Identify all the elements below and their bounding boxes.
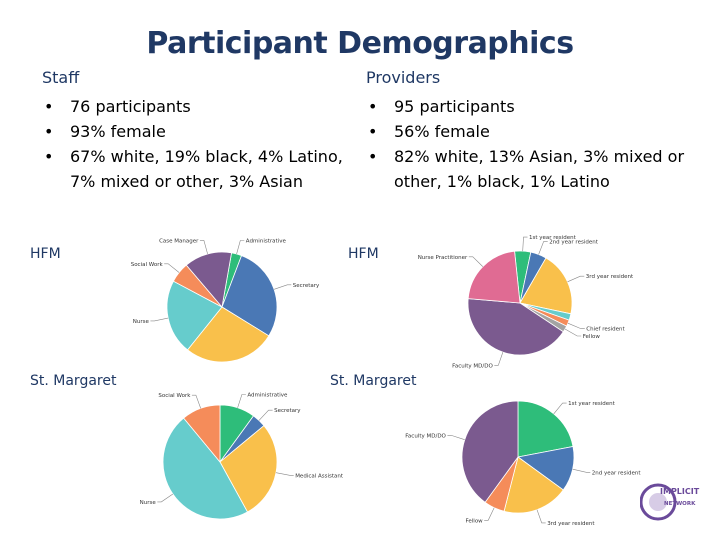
slice-label: Faculty MD/DO bbox=[452, 363, 493, 369]
staff-hfm-label: HFM bbox=[30, 246, 61, 262]
slice-leader-line bbox=[274, 284, 292, 290]
slice-label: 2nd year resident bbox=[592, 470, 642, 476]
pie-slice bbox=[166, 280, 223, 351]
slice-leader-line bbox=[258, 409, 273, 421]
staff-bullet: 76 participants bbox=[42, 94, 362, 119]
slice-label: Secretary bbox=[274, 408, 301, 414]
providers-bullet-list: 95 participants 56% female 82% white, 13… bbox=[366, 94, 696, 194]
providers-heading: Providers bbox=[366, 68, 441, 87]
staff-bullet-list: 76 participants 93% female 67% white, 19… bbox=[42, 94, 362, 194]
slice-label: Case Manager bbox=[159, 238, 199, 244]
slice-label: Administrative bbox=[246, 239, 287, 245]
staff-bullet: 67% white, 19% black, 4% Latino, 7% mixe… bbox=[42, 144, 362, 194]
slice-leader-line bbox=[567, 275, 585, 283]
slice-leader-line bbox=[447, 435, 465, 440]
slice-leader-line bbox=[237, 394, 246, 408]
providers-bullet: 56% female bbox=[366, 119, 696, 144]
slice-leader-line bbox=[275, 472, 294, 476]
slice-leader-line bbox=[191, 394, 201, 409]
pie-slice bbox=[219, 425, 278, 513]
pie-slice bbox=[183, 404, 221, 464]
slice-leader-line bbox=[567, 322, 585, 329]
slice-leader-line bbox=[536, 509, 546, 524]
slice-label: Social Work bbox=[158, 393, 191, 399]
slice-label: Chief resident bbox=[586, 327, 625, 333]
slice-leader-line bbox=[164, 263, 180, 273]
slice-leader-line bbox=[572, 468, 591, 473]
slice-label: Medical Assistant bbox=[295, 473, 344, 479]
slice-leader-line bbox=[484, 507, 495, 521]
staff-heading: Staff bbox=[42, 68, 80, 87]
providers-st-margaret-label: St. Margaret bbox=[330, 373, 417, 389]
slice-leader-line bbox=[538, 241, 548, 255]
pie-chart: Administrative Secretary Medical Assistant… bbox=[140, 393, 344, 520]
slice-leader-line bbox=[199, 240, 208, 254]
slice-label: 3rd year resident bbox=[547, 521, 595, 527]
pie-slice bbox=[185, 251, 233, 308]
providers-bullet: 82% white, 13% Asian, 3% mixed or other,… bbox=[366, 144, 696, 194]
slice-label: 2nd year resident bbox=[549, 239, 599, 245]
pie-slice bbox=[162, 417, 249, 520]
pie-slice bbox=[503, 456, 564, 514]
pie-slice bbox=[186, 306, 270, 363]
pie-slice bbox=[221, 255, 278, 337]
pie-chart: 1st year resident 2nd year resident 3rd ye… bbox=[405, 400, 642, 527]
slice-leader-line bbox=[468, 256, 484, 267]
slice-label: Fellow bbox=[583, 334, 601, 340]
providers-bullet: 95 participants bbox=[366, 94, 696, 119]
slice-label: Fellow bbox=[466, 518, 484, 524]
logo-text-1: IMPLICIT bbox=[660, 487, 700, 496]
pie-slice bbox=[517, 400, 574, 458]
pie-slice bbox=[467, 250, 521, 304]
slice-label: Secretary bbox=[293, 283, 320, 289]
slice-label: 1st year resident bbox=[529, 235, 577, 241]
page-title: Participant Demographics bbox=[146, 26, 574, 61]
staff-bullet: 93% female bbox=[42, 119, 362, 144]
implicit-network-logo: IMPLICIT NETWORK bbox=[640, 483, 700, 521]
slice-label: Nurse bbox=[140, 500, 157, 506]
pie-slice bbox=[467, 298, 564, 356]
slice-leader-line bbox=[564, 328, 582, 337]
slice-leader-line bbox=[553, 402, 567, 415]
providers-hfm-label: HFM bbox=[348, 246, 379, 262]
slice-label: Administrative bbox=[247, 393, 288, 399]
slice-leader-line bbox=[522, 236, 528, 252]
slice-leader-line bbox=[150, 317, 169, 322]
staff-st-margaret-label: St. Margaret bbox=[30, 373, 117, 389]
slice-label: Nurse Practitioner bbox=[418, 255, 468, 261]
logo-text-2: NETWORK bbox=[664, 501, 696, 507]
slice-leader-line bbox=[157, 493, 174, 503]
slice-label: Faculty MD/DO bbox=[405, 433, 446, 439]
slice-leader-line bbox=[494, 352, 504, 366]
slice-label: 1st year resident bbox=[568, 401, 616, 407]
slice-label: Nurse bbox=[133, 319, 150, 325]
slice-leader-line bbox=[236, 240, 245, 255]
slice-label: 3rd year resident bbox=[586, 274, 634, 280]
pie-slice bbox=[461, 400, 519, 503]
slice-label: Social Work bbox=[131, 262, 164, 268]
pie-chart: Administrative Secretary Nurse Social Work C… bbox=[131, 238, 320, 363]
pie-slice bbox=[519, 257, 573, 315]
